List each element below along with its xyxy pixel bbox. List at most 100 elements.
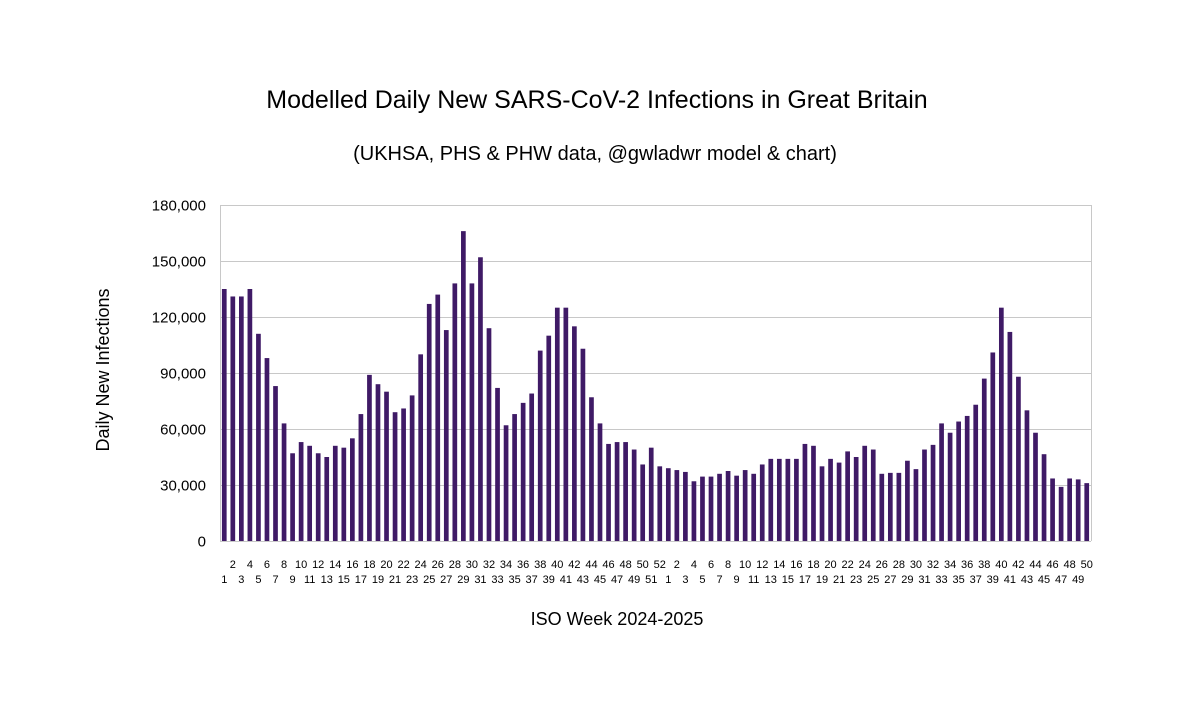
bar: [392, 412, 398, 541]
bar: [631, 449, 637, 541]
bar: [529, 393, 535, 541]
bar: [862, 445, 868, 541]
x-tick-label: 14: [773, 559, 785, 571]
x-tick-label: 42: [1012, 559, 1024, 571]
x-tick-label: 35: [953, 574, 965, 586]
bar: [367, 374, 372, 541]
bar: [751, 473, 757, 541]
x-tick-label: 34: [500, 559, 512, 571]
x-tick-label: 9: [734, 574, 740, 586]
bar: [478, 257, 483, 541]
x-tick-label: 5: [255, 574, 261, 586]
bar: [606, 443, 611, 541]
x-tick-label: 13: [321, 574, 333, 586]
bar: [375, 384, 381, 541]
x-tick-label: 47: [1055, 574, 1067, 586]
y-axis-title: Daily New Infections: [93, 288, 113, 451]
x-tick-label: 30: [466, 559, 478, 571]
bar: [683, 471, 688, 541]
x-tick-label: 18: [363, 559, 375, 571]
x-tick-label: 44: [585, 559, 597, 571]
bar: [623, 442, 628, 541]
bar: [264, 358, 270, 541]
x-tick-label: 46: [1046, 559, 1058, 571]
x-tick-label: 4: [247, 559, 253, 571]
x-tick-label: 24: [859, 559, 871, 571]
bar: [1058, 486, 1064, 541]
x-tick-label: 19: [816, 574, 828, 586]
x-tick-label: 23: [406, 574, 418, 586]
bar: [887, 472, 893, 541]
x-tick-label: 15: [782, 574, 794, 586]
bar: [563, 307, 569, 541]
x-tick-label: 9: [290, 574, 296, 586]
bar: [905, 460, 910, 541]
bar: [298, 442, 304, 541]
bar: [870, 449, 876, 541]
y-tick-labels: 0 30,000 60,000 90,000 120,000 150,000 180,000: [152, 198, 206, 551]
bar: [1050, 478, 1055, 541]
bar: [896, 472, 902, 541]
bar: [239, 296, 244, 541]
bar: [1007, 331, 1013, 541]
x-tick-label: 45: [1038, 574, 1050, 586]
y-tick-label: 60,000: [160, 422, 206, 439]
bar: [665, 468, 671, 541]
bar: [794, 458, 799, 541]
bar: [443, 330, 449, 541]
x-tick-label: 11: [304, 574, 315, 586]
bar: [546, 335, 552, 541]
bar: [819, 466, 825, 541]
x-tick-label: 28: [893, 559, 905, 571]
bar: [657, 466, 663, 541]
chart-subtitle: (UKHSA, PHS & PHW data, @gwladwr model &…: [353, 143, 837, 165]
x-tick-label: 32: [483, 559, 495, 571]
x-tick-label: 25: [867, 574, 879, 586]
bar: [461, 231, 466, 541]
x-tick-label: 31: [474, 574, 486, 586]
y-tick-label: 120,000: [152, 310, 206, 327]
x-tick-label: 8: [281, 559, 287, 571]
bar: [990, 352, 996, 541]
bar: [691, 481, 697, 541]
x-tick-label: 3: [682, 574, 688, 586]
x-tick-label: 6: [708, 559, 714, 571]
bars: [221, 231, 1090, 541]
x-tick-label: 5: [699, 574, 705, 586]
y-tick-label: 30,000: [160, 478, 206, 495]
bar: [426, 303, 432, 541]
bar: [1075, 479, 1081, 541]
x-tick-labels: 1234567891011121314151617181920212223242…: [221, 559, 1093, 586]
x-tick-label: 26: [432, 559, 444, 571]
bar: [853, 457, 859, 541]
x-tick-label: 48: [619, 559, 631, 571]
bar: [597, 423, 603, 541]
x-tick-label: 34: [944, 559, 956, 571]
x-tick-label: 19: [372, 574, 384, 586]
bar: [495, 387, 500, 541]
bar: [580, 348, 586, 541]
x-tick-label: 1: [665, 574, 671, 586]
x-tick-label: 16: [790, 559, 802, 571]
x-tick-label: 49: [628, 574, 640, 586]
bar: [1033, 432, 1038, 541]
x-tick-label: 49: [1072, 574, 1084, 586]
bar: [1084, 483, 1090, 541]
bar: [845, 451, 850, 541]
y-tick-label: 90,000: [160, 366, 206, 383]
bar: [273, 386, 278, 541]
bar: [614, 442, 620, 541]
bar: [1067, 478, 1072, 541]
x-tick-label: 18: [807, 559, 819, 571]
x-tick-label: 23: [850, 574, 862, 586]
bar: [332, 445, 338, 541]
x-tick-label: 12: [756, 559, 768, 571]
bar: [785, 458, 791, 541]
x-tick-label: 47: [611, 574, 623, 586]
bar: [384, 391, 389, 541]
x-tick-label: 50: [637, 559, 649, 571]
x-tick-label: 51: [645, 574, 657, 586]
x-tick-label: 3: [238, 574, 244, 586]
bar: [418, 354, 424, 541]
x-tick-label: 7: [716, 574, 722, 586]
